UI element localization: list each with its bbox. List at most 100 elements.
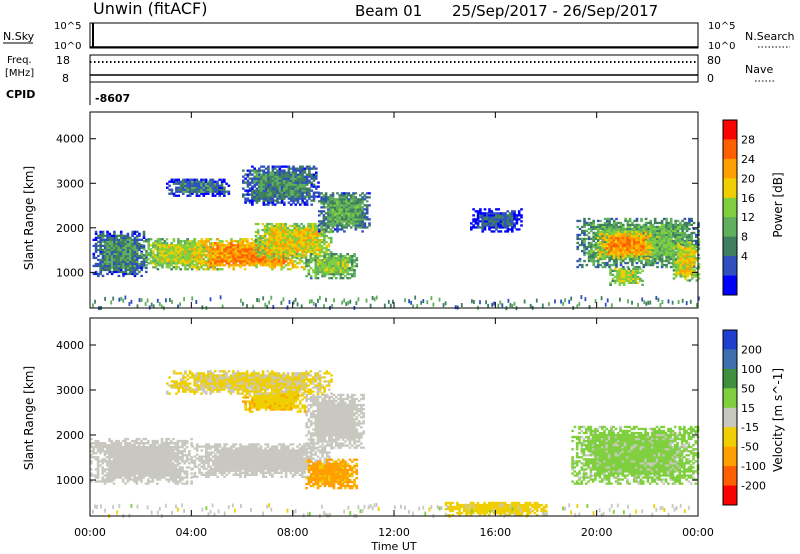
power-echo-cell bbox=[94, 272, 98, 276]
power-echo-cell bbox=[241, 256, 245, 259]
power-echo-cell bbox=[592, 231, 595, 235]
power-echo-cell bbox=[695, 279, 699, 282]
power-echo-cell bbox=[258, 177, 261, 180]
power-echo-cell bbox=[271, 171, 275, 174]
power-echo-cell bbox=[583, 245, 586, 249]
power-echo-cell bbox=[581, 249, 584, 253]
power-echo-cell bbox=[608, 253, 611, 256]
power-echo-cell bbox=[207, 248, 210, 251]
power-echo-cell bbox=[188, 178, 192, 181]
power-echo-cell bbox=[106, 252, 109, 256]
power-echo-cell bbox=[218, 194, 221, 197]
power-echo-cell bbox=[117, 262, 121, 266]
power-echo-cell bbox=[316, 253, 319, 256]
power-echo-cell bbox=[635, 234, 638, 238]
power-echo-cell bbox=[324, 224, 328, 227]
power-echo-cell bbox=[278, 175, 282, 178]
power-echo-cell bbox=[179, 180, 183, 183]
power-echo-cell bbox=[599, 223, 602, 227]
power-ground-scatter bbox=[270, 295, 273, 300]
power-echo-cell bbox=[145, 238, 148, 241]
power-echo-cell bbox=[289, 195, 293, 198]
power-echo-cell bbox=[218, 192, 221, 195]
power-echo-cell bbox=[304, 228, 308, 232]
power-echo-cell bbox=[103, 254, 107, 258]
power-echo-cell bbox=[199, 266, 203, 269]
power-echo-cell bbox=[621, 236, 625, 240]
power-echo-cell bbox=[259, 236, 262, 240]
power-echo-cell bbox=[175, 186, 178, 189]
power-echo-cell bbox=[179, 254, 182, 257]
power-echo-cell bbox=[620, 275, 624, 278]
power-echo-cell bbox=[113, 230, 116, 233]
power-echo-cell bbox=[587, 221, 591, 225]
power-echo-cell bbox=[323, 251, 326, 254]
power-echo-cell bbox=[352, 218, 355, 221]
power-echo-cell bbox=[258, 187, 261, 190]
power-echo-cell bbox=[318, 200, 321, 203]
power-echo-cell bbox=[200, 264, 204, 267]
power-echo-cell bbox=[263, 239, 267, 242]
power-echo-cell bbox=[339, 273, 343, 276]
power-echo-cell bbox=[168, 180, 171, 183]
power-echo-cell bbox=[106, 264, 109, 268]
power-echo-cell bbox=[241, 248, 245, 251]
power-echo-cell bbox=[145, 264, 148, 267]
power-echo-cell bbox=[300, 234, 303, 238]
power-echo-cell bbox=[101, 256, 105, 260]
power-echo-cell bbox=[207, 180, 210, 183]
power-echo-cell bbox=[481, 212, 484, 215]
power-echo-cell bbox=[674, 243, 677, 247]
power-echo-cell bbox=[285, 165, 288, 168]
power-echo-cell bbox=[479, 210, 482, 213]
power-echo-cell bbox=[332, 275, 336, 278]
power-ground-scatter bbox=[144, 302, 147, 306]
nsky-label: N.Sky bbox=[3, 30, 35, 43]
power-echo-cell bbox=[276, 171, 279, 174]
power-echo-cell bbox=[282, 228, 285, 232]
power-echo-cell bbox=[651, 229, 655, 233]
power-echo-cell bbox=[594, 233, 598, 237]
power-echo-cell bbox=[145, 270, 148, 274]
power-echo-cell bbox=[634, 269, 637, 272]
power-echo-cell bbox=[325, 273, 329, 276]
power-echo-cell bbox=[343, 198, 346, 201]
power-echo-cell bbox=[211, 252, 215, 255]
power-echo-cell bbox=[334, 228, 337, 231]
power-echo-cell bbox=[276, 195, 279, 198]
power-echo-cell bbox=[622, 259, 625, 263]
power-echo-cell bbox=[323, 257, 327, 260]
power-echo-cell bbox=[628, 234, 632, 238]
power-echo-cell bbox=[601, 223, 605, 227]
power-echo-cell bbox=[674, 273, 678, 276]
power-echo-cell bbox=[318, 230, 321, 233]
power-echo-cell bbox=[244, 177, 247, 180]
power-echo-cell bbox=[252, 250, 256, 253]
power-echo-cell bbox=[677, 243, 680, 246]
power-echo-cell bbox=[113, 246, 116, 250]
power-echo-cell bbox=[630, 247, 634, 250]
power-echo-cell bbox=[693, 251, 696, 254]
power-echo-cell bbox=[508, 228, 512, 231]
power-echo-cell bbox=[273, 266, 276, 269]
power-echo-cell bbox=[99, 236, 102, 239]
power-echo-cell bbox=[336, 228, 339, 231]
power-echo-cell bbox=[299, 183, 302, 186]
power-echo-cell bbox=[177, 258, 180, 261]
power-echo-cell bbox=[298, 255, 301, 258]
power-echo-cell bbox=[263, 230, 267, 234]
power-echo-cell bbox=[175, 178, 178, 181]
power-echo-cell bbox=[340, 194, 344, 197]
power-echo-cell bbox=[287, 169, 291, 172]
power-echo-cell bbox=[267, 165, 270, 168]
power-echo-cell bbox=[186, 242, 189, 245]
power-echo-cell bbox=[145, 252, 148, 255]
power-echo-cell bbox=[481, 218, 484, 221]
power-echo-cell bbox=[352, 224, 355, 227]
power-echo-cell bbox=[200, 192, 203, 195]
power-echo-cell bbox=[497, 218, 500, 221]
power-echo-cell bbox=[168, 258, 171, 261]
power-echo-cell bbox=[622, 227, 625, 231]
power-echo-cell bbox=[361, 216, 364, 219]
power-echo-cell bbox=[697, 277, 701, 280]
